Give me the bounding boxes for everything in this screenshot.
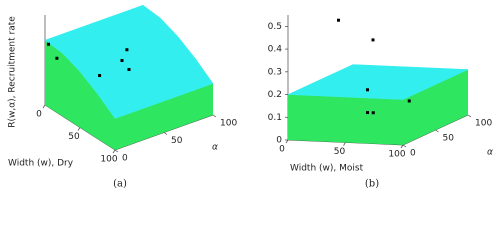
surface-wall <box>45 40 115 151</box>
x-tick-label: 0 <box>279 145 285 155</box>
surface-cell <box>97 58 214 119</box>
y-tick <box>114 149 119 153</box>
z-tick-label: 0.5 <box>268 22 282 32</box>
y-tick <box>402 144 407 148</box>
surface-wall <box>115 83 213 150</box>
data-point <box>371 38 375 42</box>
data-point <box>47 42 50 46</box>
y-axis-label: α <box>487 148 493 158</box>
data-point <box>98 74 102 77</box>
y-tick-label: 100 <box>475 119 492 129</box>
z-tick-label: 0.3 <box>268 67 282 77</box>
x-tick-label: 100 <box>388 150 405 160</box>
x-axis-label: Width (w), Moist <box>290 164 364 174</box>
z-tick-label: 0.2 <box>268 90 282 100</box>
z-tick-label: 0.4 <box>268 45 283 55</box>
z-tick-label: 0 <box>276 136 282 146</box>
surface-wall <box>403 69 468 145</box>
x-tick <box>343 142 346 146</box>
x-axis-label: Width (w), Dry <box>8 159 74 169</box>
surface-wall <box>288 94 403 145</box>
x-tick <box>42 104 46 109</box>
data-point <box>366 111 369 115</box>
data-point <box>337 18 340 22</box>
z-tick-label: 0.1 <box>268 113 282 123</box>
caption: (a) <box>113 179 127 190</box>
data-point <box>125 48 129 52</box>
caption: (b) <box>365 179 379 190</box>
y-axis-label: α <box>212 143 218 153</box>
data-point <box>120 59 124 62</box>
y-tick <box>163 132 168 135</box>
x-tick-label: 0 <box>36 110 42 120</box>
y-tick-label: 50 <box>171 136 183 146</box>
data-point <box>366 88 369 92</box>
x-tick-label: 50 <box>334 147 346 157</box>
x-tick-label: 50 <box>68 132 80 142</box>
z-axis-label: R(w,α), Recruitment rate <box>8 16 18 128</box>
x-tick <box>112 149 116 154</box>
data-point <box>127 68 131 71</box>
x-tick <box>77 127 81 131</box>
y-tick-label: 0 <box>122 154 128 164</box>
x-tick <box>400 144 404 149</box>
data-point <box>55 56 59 60</box>
y-tick <box>212 114 217 118</box>
y-tick-label: 50 <box>443 134 455 144</box>
y-tick <box>435 129 439 133</box>
data-point <box>371 111 375 115</box>
y-tick-label: 100 <box>220 119 237 129</box>
x-tick-label: 100 <box>100 155 117 165</box>
figure: (a) (b) R(w,α), Recruitment rate Width (… <box>8 4 493 190</box>
x-tick <box>285 139 289 144</box>
y-tick-label: 0 <box>410 149 416 159</box>
y-tick <box>467 114 472 118</box>
surface-cell <box>287 64 469 100</box>
data-point <box>407 99 411 103</box>
